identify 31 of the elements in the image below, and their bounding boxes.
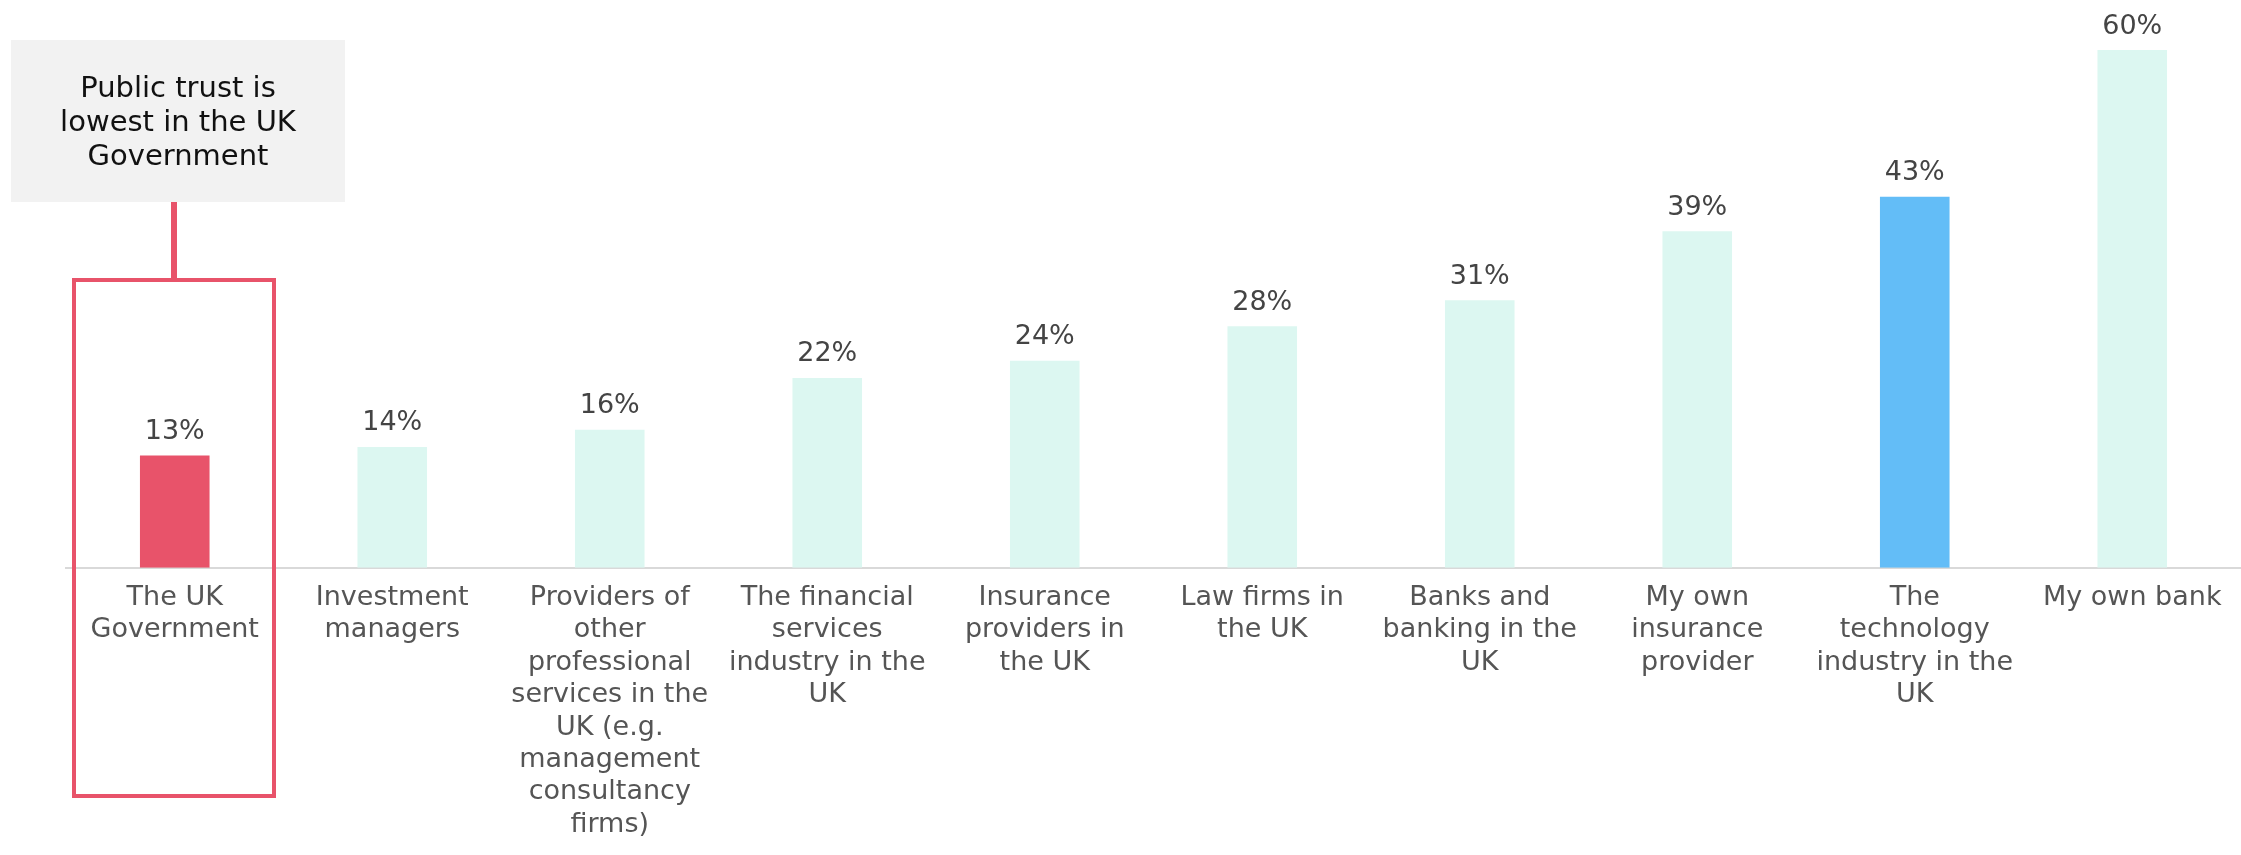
x-tick-label: My own bank: [2042, 580, 2222, 612]
bar: [1009, 360, 1080, 568]
bar: [792, 377, 863, 568]
x-tick-label: Law firms in the UK: [1180, 580, 1344, 644]
annotation: Public trust is lowest in the UK Government: [59, 70, 297, 172]
x-tick-label: The UK Government: [90, 580, 259, 644]
data-label: 22%: [797, 336, 858, 368]
data-label: 28%: [1232, 284, 1293, 316]
x-tick-label: My own insurance provider: [1631, 580, 1764, 676]
x-tick-label: The financial services industry in the UK: [728, 580, 926, 709]
x-tick-label: Insurance providers in the UK: [964, 580, 1125, 676]
data-label: 39%: [1667, 189, 1728, 221]
data-label: 14%: [362, 405, 423, 437]
bar: [1444, 300, 1515, 568]
data-label: 31%: [1449, 258, 1510, 290]
x-tick-label: Banks and banking in the UK: [1382, 580, 1577, 676]
bar: [1662, 231, 1733, 568]
x-tick-label: Providers of other professional services in the UK (e.g. management consultancy firms): [511, 580, 709, 838]
bar: [357, 446, 428, 568]
data-label: 60%: [2102, 8, 2163, 40]
x-tick-label: Investment managers: [315, 580, 469, 644]
bar: [574, 429, 645, 568]
bar: [1879, 196, 1950, 568]
data-label: 16%: [579, 388, 640, 420]
data-label: 43%: [1884, 155, 1945, 187]
bar: [139, 455, 210, 568]
bar: [2097, 50, 2168, 568]
bar: [1227, 326, 1298, 568]
data-label: 24%: [1014, 319, 1075, 351]
x-tick-label: The technology industry in the UK: [1816, 580, 2014, 709]
data-label: 13%: [144, 414, 205, 446]
